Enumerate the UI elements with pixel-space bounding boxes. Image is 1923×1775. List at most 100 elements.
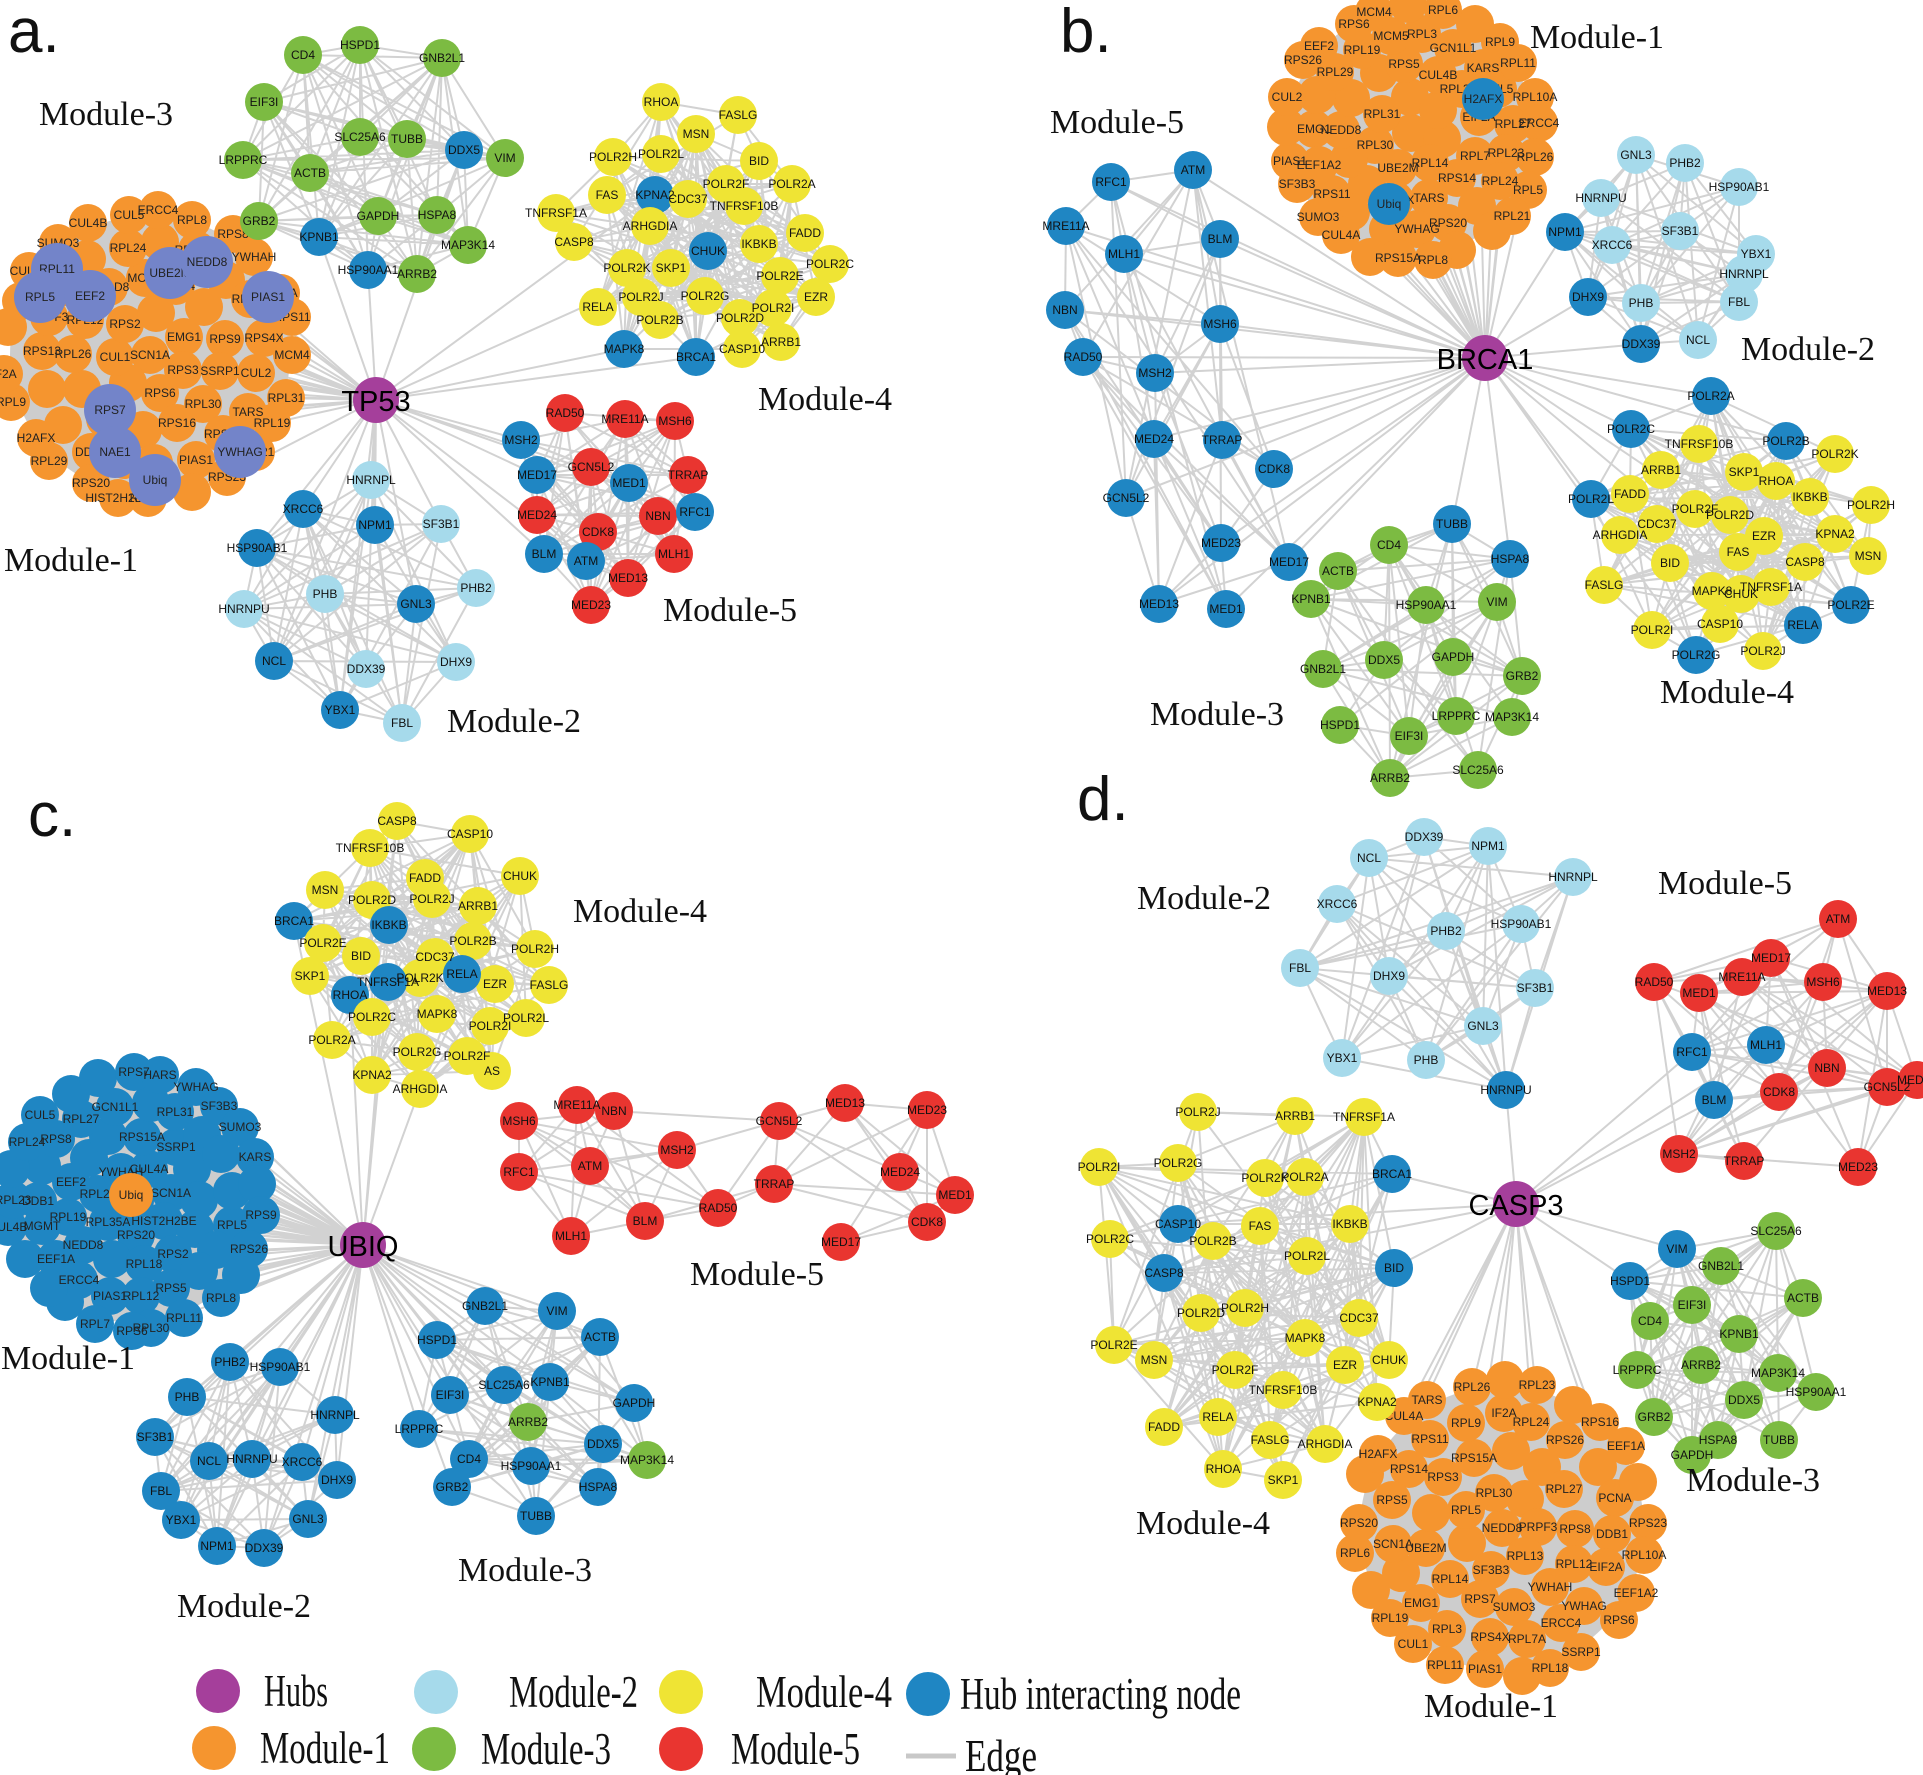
svg-text:RPS9: RPS9 [209, 332, 241, 346]
svg-text:POLR2K: POLR2K [1811, 447, 1858, 461]
svg-text:IKBKB: IKBKB [1332, 1217, 1367, 1231]
svg-text:KPNB1: KPNB1 [299, 230, 339, 244]
svg-text:TNFRSF1A: TNFRSF1A [357, 975, 419, 989]
svg-text:MRE11A: MRE11A [1042, 219, 1089, 233]
svg-text:ERCC4: ERCC4 [138, 203, 179, 217]
svg-text:POLR2A: POLR2A [768, 177, 815, 191]
svg-text:Module-1: Module-1 [1424, 1688, 1558, 1725]
svg-text:MED23: MED23 [1201, 536, 1241, 550]
svg-text:RPS15A: RPS15A [1451, 1451, 1497, 1465]
svg-text:CASP10: CASP10 [447, 827, 493, 841]
svg-text:RPL6: RPL6 [1340, 1546, 1370, 1560]
svg-text:RPL10A: RPL10A [1622, 1548, 1667, 1562]
svg-text:ERCC4: ERCC4 [1541, 1616, 1582, 1630]
svg-text:Module-3: Module-3 [39, 96, 173, 133]
svg-text:PCNA: PCNA [1598, 1491, 1631, 1505]
svg-text:FASLG: FASLG [719, 108, 758, 122]
svg-text:H2AFX: H2AFX [1359, 1447, 1398, 1461]
svg-text:RPL24: RPL24 [1482, 174, 1519, 188]
svg-text:MED13: MED13 [1139, 597, 1179, 611]
svg-text:ARHGDIA: ARHGDIA [1593, 528, 1648, 542]
svg-text:MAPK8: MAPK8 [1692, 584, 1733, 598]
svg-text:RHOA: RHOA [644, 95, 679, 109]
svg-text:RPL19: RPL19 [1372, 1611, 1409, 1625]
svg-text:RELA: RELA [1787, 618, 1818, 632]
svg-text:MSH6: MSH6 [502, 1114, 536, 1128]
svg-text:TNFRSF10B: TNFRSF10B [336, 841, 405, 855]
svg-text:YWHAG: YWHAG [1561, 1599, 1606, 1613]
svg-text:ACTB: ACTB [584, 1330, 616, 1344]
svg-text:MSH2: MSH2 [1138, 366, 1172, 380]
svg-text:RPL21: RPL21 [1494, 209, 1531, 223]
svg-text:MCM4: MCM4 [274, 348, 310, 362]
svg-text:Ubiq: Ubiq [1377, 197, 1402, 211]
svg-text:KPNA2: KPNA2 [635, 188, 675, 202]
svg-text:TRRAP: TRRAP [668, 468, 709, 482]
svg-text:YWHAH: YWHAH [232, 250, 277, 264]
svg-text:CASP8: CASP8 [554, 235, 594, 249]
svg-text:CASP8: CASP8 [377, 814, 417, 828]
svg-text:SCN1A: SCN1A [151, 1186, 191, 1200]
svg-text:GAPDH: GAPDH [357, 209, 400, 223]
svg-text:FBL: FBL [150, 1484, 172, 1498]
svg-text:RAD50: RAD50 [1635, 975, 1674, 989]
svg-text:GNB2L1: GNB2L1 [1300, 662, 1346, 676]
svg-text:TUBB: TUBB [1763, 1433, 1795, 1447]
svg-text:RPL19: RPL19 [50, 1210, 87, 1224]
svg-text:MLH1: MLH1 [658, 547, 690, 561]
svg-text:MAPK8: MAPK8 [1285, 1331, 1326, 1345]
svg-text:EEF2: EEF2 [75, 289, 105, 303]
svg-text:RPS2: RPS2 [157, 1247, 189, 1261]
svg-text:POLR2B: POLR2B [1189, 1234, 1236, 1248]
svg-text:a.: a. [8, 0, 60, 66]
svg-text:RPL29: RPL29 [80, 1187, 117, 1201]
svg-text:SKP1: SKP1 [1268, 1473, 1299, 1487]
svg-text:POLR2C: POLR2C [806, 257, 854, 271]
svg-text:MED24: MED24 [1897, 1073, 1923, 1087]
svg-text:Module-3: Module-3 [458, 1552, 592, 1589]
svg-text:RPS26: RPS26 [1284, 53, 1322, 67]
svg-text:RPL12: RPL12 [1556, 1557, 1593, 1571]
svg-text:HSPD1: HSPD1 [340, 38, 380, 52]
svg-text:DDB1: DDB1 [1596, 1527, 1628, 1541]
svg-text:RPS4X: RPS4X [1470, 1630, 1509, 1644]
svg-text:CHUK: CHUK [1724, 587, 1758, 601]
svg-text:Module-4: Module-4 [756, 1667, 892, 1717]
svg-text:NCL: NCL [1357, 851, 1381, 865]
svg-text:DHX9: DHX9 [1373, 969, 1405, 983]
svg-text:RPS11: RPS11 [1313, 187, 1350, 201]
svg-text:HSP90AA1: HSP90AA1 [1786, 1385, 1847, 1399]
svg-text:SSRP1: SSRP1 [1561, 1645, 1601, 1659]
svg-text:NBN: NBN [645, 509, 670, 523]
svg-text:POLR2L: POLR2L [1568, 492, 1614, 506]
svg-text:MCM5: MCM5 [1373, 29, 1409, 43]
svg-text:BLM: BLM [1702, 1093, 1727, 1107]
svg-text:RELA: RELA [446, 967, 477, 981]
svg-text:FASLG: FASLG [1251, 1433, 1290, 1447]
svg-text:RFC1: RFC1 [679, 505, 711, 519]
svg-text:RPL11: RPL11 [166, 1311, 202, 1325]
svg-text:RPL19: RPL19 [254, 416, 291, 430]
svg-text:ERCC4: ERCC4 [59, 1273, 100, 1287]
svg-text:GNL3: GNL3 [400, 597, 432, 611]
svg-text:SLC25A6: SLC25A6 [478, 1378, 530, 1392]
svg-text:SUMO3: SUMO3 [1297, 210, 1340, 224]
svg-text:RPS23: RPS23 [1629, 1516, 1667, 1530]
svg-text:EMG1: EMG1 [167, 330, 201, 344]
svg-text:MSH2: MSH2 [1662, 1147, 1696, 1161]
svg-text:MAP3K14: MAP3K14 [620, 1453, 674, 1467]
svg-text:HNRNPU: HNRNPU [1480, 1083, 1531, 1097]
svg-text:NCL: NCL [197, 1454, 221, 1468]
svg-text:RPL30: RPL30 [133, 1321, 170, 1335]
svg-text:RPL30: RPL30 [1476, 1486, 1513, 1500]
svg-text:RFC1: RFC1 [1676, 1045, 1708, 1059]
svg-text:GRB2: GRB2 [243, 214, 276, 228]
svg-text:Module-2: Module-2 [447, 703, 581, 740]
svg-text:YWHAG: YWHAG [1394, 222, 1439, 236]
svg-text:MED24: MED24 [880, 1165, 920, 1179]
svg-text:SF3B1: SF3B1 [1517, 981, 1554, 995]
svg-text:POLR2C: POLR2C [1086, 1232, 1134, 1246]
svg-text:ARRB2: ARRB2 [1370, 771, 1410, 785]
svg-text:RPS9: RPS9 [245, 1208, 277, 1222]
svg-text:NBN: NBN [1052, 303, 1077, 317]
